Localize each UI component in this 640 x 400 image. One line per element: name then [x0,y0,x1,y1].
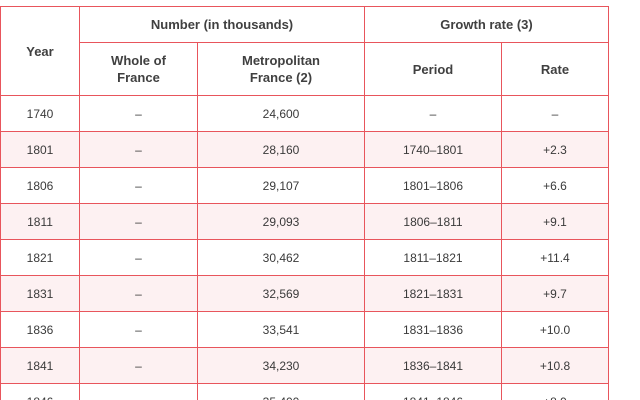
rate-cell: +10.8 [501,347,609,384]
whole-france-cell: – [79,383,198,400]
table-row: 1811–29,093 1806–1811 +9.1 [0,203,609,240]
period-cell: 1801–1806 [364,167,502,204]
rate-cell: +9.1 [501,203,609,240]
table-row: 1821–30,462 1811–1821 +11.4 [0,239,609,276]
metropolitan-france-cell: 32,569 [197,275,365,312]
table-row: 1841–34,230 1836–1841 +10.8 [0,347,609,384]
metropolitan-france-cell: 29,107 [197,167,365,204]
table-header: Year Number (in thousands) Growth rate (… [0,6,609,96]
rate-cell: +8.9 [501,383,609,400]
header-row-1: Year Number (in thousands) Growth rate (… [0,6,609,96]
rate-cell: – [501,95,609,132]
period-cell: 1841–1846 [364,383,502,400]
rate-cell: +10.0 [501,311,609,348]
year-cell: 1801 [0,131,80,168]
metropolitan-france-header-line2: France (2) [249,70,313,85]
population-table: Year Number (in thousands) Growth rate (… [0,6,609,400]
rate-cell: +11.4 [501,239,609,276]
whole-france-cell: – [79,131,198,168]
metropolitan-france-header: Metropolitan France (2) [197,42,365,96]
year-cell: 1806 [0,167,80,204]
metropolitan-france-cell: 28,160 [197,131,365,168]
table-body: 1740–24,600– –1801–28,160 1740–1801 +2.3 180… [0,95,609,400]
metropolitan-france-cell: 30,462 [197,239,365,276]
number-group-header: Number (in thousands) [79,6,365,43]
whole-france-cell: – [79,311,198,348]
growth-group-header: Growth rate (3) [364,6,609,43]
rate-cell: +9.7 [501,275,609,312]
whole-france-header: Whole of France [79,42,198,96]
year-cell: 1846 [0,383,80,400]
rate-cell: +6.6 [501,167,609,204]
metropolitan-france-cell: 34,230 [197,347,365,384]
year-cell: 1836 [0,311,80,348]
period-cell: 1740–1801 [364,131,502,168]
year-cell: 1831 [0,275,80,312]
metropolitan-france-cell: 35,400 [197,383,365,400]
period-cell: 1831–1836 [364,311,502,348]
period-cell: 1821–1831 [364,275,502,312]
period-cell: – [364,95,502,132]
header-row-2: Whole of France Metropolitan France (2) … [1,42,609,96]
whole-france-cell: – [79,203,198,240]
year-cell: 1841 [0,347,80,384]
period-header: Period [364,42,502,96]
whole-france-cell: – [79,275,198,312]
year-header: Year [0,6,80,96]
metropolitan-france-cell: 33,541 [197,311,365,348]
rate-cell: +2.3 [501,131,609,168]
period-cell: 1811–1821 [364,239,502,276]
whole-france-cell: – [79,167,198,204]
year-cell: 1740 [0,95,80,132]
period-cell: 1806–1811 [364,203,502,240]
table-row: 1740–24,600– – [0,95,609,132]
year-cell: 1821 [0,239,80,276]
table-row: 1846–35,4001841–1846+8.9 [0,383,609,400]
metropolitan-france-header-line1: Metropolitan [242,53,320,68]
whole-france-cell: – [79,239,198,276]
table-row: 1801–28,160 1740–1801 +2.3 [0,131,609,168]
table-row: 1806–29,107 1801–1806 +6.6 [0,167,609,204]
whole-france-cell: – [79,347,198,384]
table-row: 1831–32,569 1821–1831 +9.7 [0,275,609,312]
period-cell: 1836–1841 [364,347,502,384]
metropolitan-france-cell: 24,600 [197,95,365,132]
whole-france-header-line1: Whole of [111,53,166,68]
table-row: 1836–33,541 1831–1836 +10.0 [0,311,609,348]
whole-france-header-line2: France [117,70,160,85]
rate-header: Rate [501,42,609,96]
metropolitan-france-cell: 29,093 [197,203,365,240]
whole-france-cell: – [79,95,198,132]
year-cell: 1811 [0,203,80,240]
